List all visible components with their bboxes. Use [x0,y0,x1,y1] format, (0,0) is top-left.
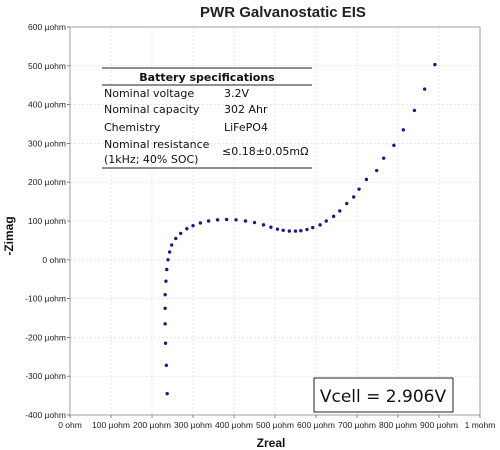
x-tick-label: 300 µohm [174,420,212,430]
data-point [305,227,309,232]
spec-label-capacity: Nominal capacity [104,103,200,116]
x-tick-label: 400 µohm [215,420,253,430]
data-point [357,187,361,191]
spec-label-chemistry: Chemistry [104,121,161,134]
spec-value-capacity: 302 Ahr [224,103,268,116]
spec-value-resistance: ≤0.18±0.05mΩ [222,145,309,158]
data-point [352,195,356,199]
data-point [224,217,229,222]
x-tick-label: 0 ohm [58,420,82,430]
y-axis-title: -Zimag [2,216,16,255]
data-point [185,227,189,231]
data-point [293,229,298,233]
data-point [179,231,183,236]
data-point [299,229,303,233]
data-point [164,279,168,283]
specs-title: Battery specifications [139,71,275,84]
y-tick-label: 400 µohm [28,100,66,110]
spec-label-resistance-cond: (1kHz; 40% SOC) [104,153,198,166]
data-point [174,236,178,241]
data-point [198,221,203,225]
data-point [331,214,336,219]
y-axis-ticks: -400 µohm -300 µohm -200 µohm -100 µohm 0 oh… [25,22,70,420]
data-point [269,225,273,229]
y-tick-label: -200 µohm [25,332,66,342]
y-tick-label: -400 µohm [25,410,66,420]
data-point [234,218,238,222]
data-point [243,219,248,223]
data-point [163,341,168,345]
data-points [163,62,437,396]
grid [70,27,480,415]
data-point [401,128,406,132]
x-axis-title: Zreal [257,436,286,450]
data-point [311,225,315,230]
data-point [281,228,285,233]
data-point [252,220,257,225]
y-tick-label: -300 µohm [25,371,66,381]
data-point [422,87,427,91]
x-axis-ticks: 0 ohm 100 µohm 200 µohm 300 µohm 400 µohm 500… [58,415,495,430]
x-tick-label: 200 µohm [133,420,171,430]
vcell-label: Vcell = 2.906V [320,387,447,407]
x-tick-label: 900 µohm [420,420,458,430]
data-point [345,201,349,206]
data-point [165,391,169,396]
data-point [164,363,169,368]
data-point [163,306,167,310]
data-point [324,219,328,223]
vcell-annotation: Vcell = 2.906V [313,377,454,413]
spec-label-voltage: Nominal voltage [104,87,194,100]
data-point [261,223,266,227]
data-point [275,227,280,231]
data-point [318,223,322,227]
data-point [165,267,169,272]
data-point [166,258,170,262]
data-point [412,108,417,113]
data-point [433,62,437,67]
vcell-box [313,377,454,413]
data-point [163,293,167,297]
y-tick-label: 0 ohm [42,255,66,265]
x-tick-label: 700 µohm [338,420,376,430]
data-point [364,177,369,182]
data-point [374,168,379,173]
x-tick-label: 500 µohm [256,420,294,430]
y-tick-label: -100 µohm [25,294,66,304]
data-point [392,143,396,148]
y-tick-label: 600 µohm [28,22,66,32]
spec-label-resistance: Nominal resistance [104,138,210,151]
y-tick-label: 100 µohm [28,216,66,226]
x-tick-label: 1 mohm [465,420,496,430]
x-tick-label: 600 µohm [297,420,335,430]
data-point [206,219,211,223]
data-point [167,250,172,254]
data-point [191,223,195,228]
x-tick-label: 100 µohm [92,420,130,430]
data-point [338,209,342,213]
spec-value-voltage: 3.2V [224,87,249,100]
data-point [381,156,386,160]
y-tick-label: 500 µohm [28,61,66,71]
y-tick-label: 300 µohm [28,138,66,148]
data-point [287,229,292,233]
chart-title: PWR Galvanostatic EIS [200,4,366,21]
data-point [169,243,174,247]
data-point [215,218,220,222]
data-point [163,322,167,326]
y-tick-label: 200 µohm [28,177,66,187]
spec-value-chemistry: LiFePO4 [224,121,268,134]
x-tick-label: 800 µohm [379,420,417,430]
battery-specs-table: Battery specifications Nominal voltage 3… [102,67,312,169]
